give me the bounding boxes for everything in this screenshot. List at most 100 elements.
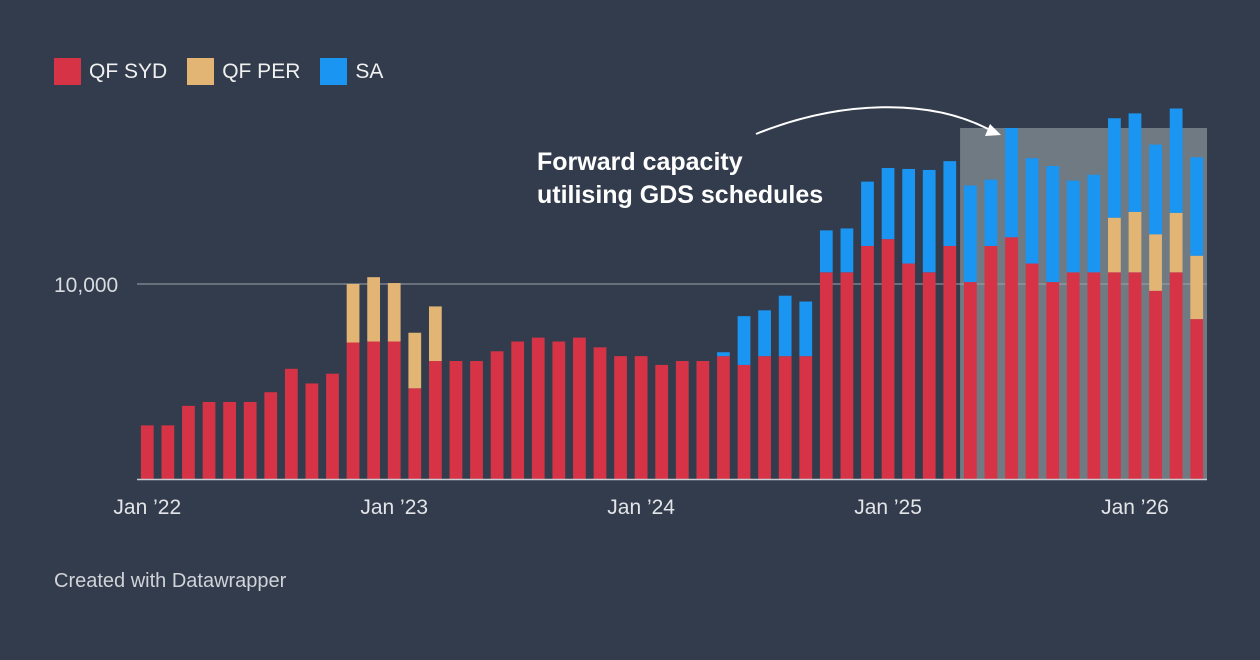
legend: QF SYD QF PER SA (54, 58, 383, 85)
bar-qf-syd (428, 361, 442, 479)
y-tick-label: 10,000 (54, 274, 118, 297)
legend-item-sa: SA (320, 58, 383, 85)
bar-qf-syd (634, 356, 648, 479)
bar-qf-syd (902, 263, 916, 479)
bar-qf-syd (593, 347, 607, 479)
bar-sa (922, 169, 936, 273)
bar-qf-syd (573, 337, 586, 479)
bar-qf-syd (367, 341, 381, 479)
bar-qf-syd (1066, 272, 1080, 479)
bar-sa (861, 181, 874, 246)
legend-label-qf-per: QF PER (222, 59, 301, 83)
legend-swatch-sa (320, 58, 348, 85)
bar-qf-syd (284, 368, 298, 479)
bar-qf-per (1108, 217, 1121, 273)
legend-swatch-qf-per (187, 58, 215, 85)
bar-qf-syd (1169, 272, 1183, 479)
bar-sa (1190, 157, 1204, 256)
bar-qf-syd (1046, 282, 1060, 479)
annotation-line-1: Forward capacity (537, 148, 743, 176)
bar-sa (1108, 118, 1121, 218)
bar-sa (943, 161, 957, 246)
bar-sa (1087, 174, 1101, 273)
bar-qf-syd (552, 341, 566, 479)
credit-text: Created with Datawrapper (54, 570, 287, 592)
bar-qf-syd (655, 364, 669, 479)
bar-qf-syd (963, 282, 977, 479)
bar-qf-per (408, 332, 422, 389)
bar-sa (1149, 144, 1162, 235)
bar-qf-syd (1005, 237, 1018, 479)
bar-sa (799, 301, 813, 357)
bar-qf-syd (778, 356, 792, 479)
bar-qf-syd (182, 405, 195, 479)
bar-qf-syd (799, 356, 813, 479)
bar-qf-syd (1149, 290, 1162, 479)
x-tick-label: Jan ’22 (113, 496, 181, 519)
legend-label-sa: SA (355, 59, 384, 83)
legend-item-qf-syd: QF SYD (54, 58, 167, 85)
annotation: Forward capacity utilising GDS schedules (537, 106, 1001, 209)
bar-sa (737, 316, 751, 365)
bar-qf-per (367, 277, 381, 342)
bar-qf-syd (346, 342, 360, 479)
bar-qf-syd (614, 356, 627, 479)
bar-qf-syd (140, 425, 154, 479)
bar-qf-syd (696, 361, 710, 479)
bar-qf-per (428, 306, 442, 362)
bar-qf-syd (449, 361, 463, 479)
bar-qf-per (346, 284, 360, 343)
bar-sa (1169, 108, 1183, 213)
bar-qf-syd (264, 392, 278, 479)
annotation-arrow (755, 106, 991, 135)
bar-qf-per (387, 283, 401, 342)
bar-qf-syd (861, 245, 874, 479)
bar-qf-syd (922, 272, 936, 479)
annotation-arrowhead (985, 124, 1001, 136)
bar-qf-syd (758, 356, 771, 479)
x-tick-label: Jan ’23 (360, 496, 428, 519)
bar-qf-per (1190, 255, 1204, 320)
bar-qf-syd (305, 383, 319, 479)
x-tick-label: Jan ’24 (607, 496, 675, 519)
bar-qf-syd (1190, 319, 1204, 479)
bar-qf-per (1149, 234, 1162, 291)
bar-sa (758, 310, 771, 357)
bar-qf-syd (984, 245, 998, 479)
bar-sa (819, 230, 833, 273)
bar-sa (1066, 180, 1080, 273)
bar-sa (840, 228, 854, 273)
forward-capacity-region (960, 128, 1207, 479)
legend-label-qf-syd: QF SYD (89, 59, 168, 83)
bar-qf-syd (819, 272, 833, 479)
bar-sa (881, 167, 895, 240)
bar-qf-syd (737, 364, 751, 479)
bar-qf-syd (1108, 272, 1121, 479)
bar-sa (1025, 158, 1039, 264)
bar-qf-syd (223, 401, 236, 479)
bar-sa (902, 168, 916, 264)
bar-qf-syd (470, 361, 483, 479)
bar-qf-syd (243, 401, 257, 479)
bar-sa (1128, 113, 1142, 212)
bar-qf-syd (511, 341, 525, 479)
bar-sa (963, 185, 977, 283)
bar-qf-syd (1128, 272, 1142, 479)
bar-sa (984, 179, 998, 246)
x-tick-label: Jan ’26 (1101, 496, 1169, 519)
bar-sa (778, 295, 792, 357)
bar-qf-syd (1025, 263, 1039, 479)
bar-qf-per (1169, 212, 1183, 273)
bar-qf-syd (326, 373, 339, 479)
bar-qf-syd (943, 245, 957, 479)
bar-qf-syd (490, 351, 504, 479)
bar-qf-syd (717, 356, 730, 479)
bar-qf-syd (531, 337, 545, 479)
bar-qf-syd (387, 341, 401, 479)
bar-qf-syd (675, 361, 689, 479)
annotation-line-2: utilising GDS schedules (537, 181, 823, 209)
bar-sa (1046, 166, 1060, 283)
bar-qf-syd (202, 401, 216, 479)
bar-qf-syd (840, 272, 854, 479)
